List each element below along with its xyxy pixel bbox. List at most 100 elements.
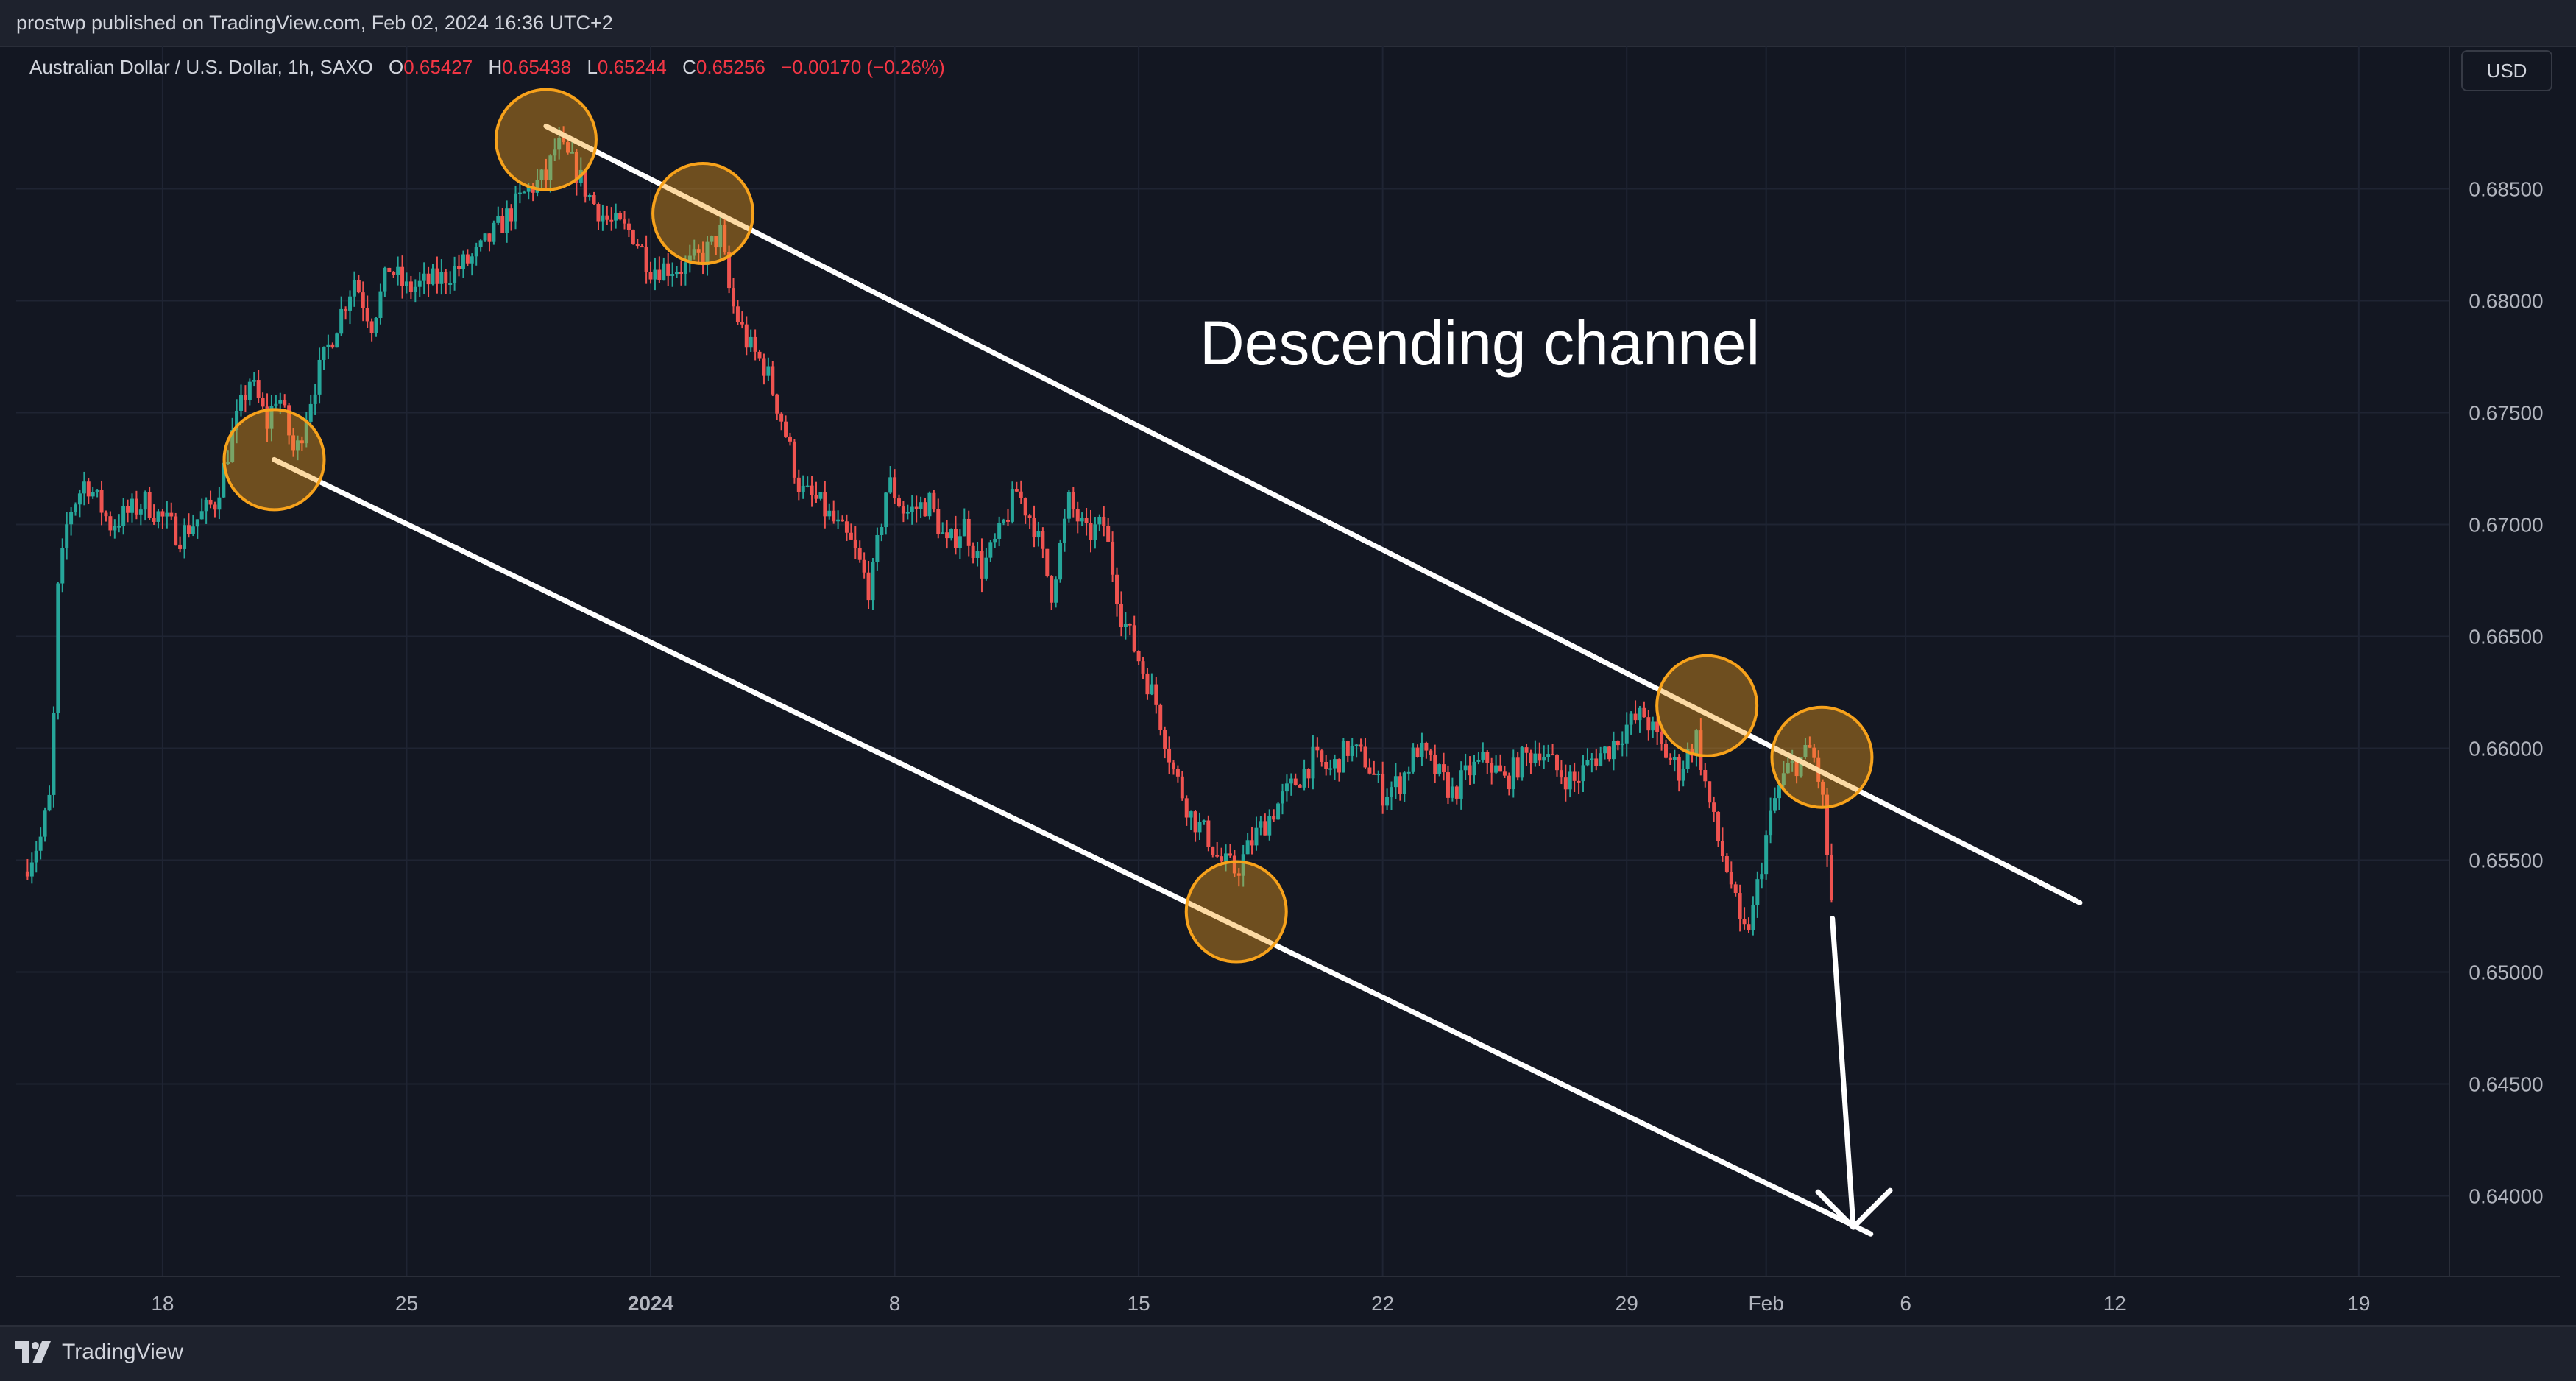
candle-body — [888, 477, 893, 493]
candle-body — [121, 506, 126, 526]
candle-body — [29, 862, 34, 877]
candle-body — [95, 490, 99, 492]
candle-body — [383, 267, 387, 292]
candle-body — [1311, 746, 1315, 779]
candle-body — [517, 192, 522, 194]
candle-body — [1720, 840, 1724, 856]
candle-body — [25, 871, 29, 877]
candle-body — [1293, 778, 1298, 785]
candle-body — [1211, 847, 1215, 855]
candle-body — [522, 191, 526, 194]
candle-body — [1764, 835, 1769, 875]
annotation-text[interactable]: Descending channel — [1200, 308, 1761, 378]
candle-body — [1341, 741, 1345, 773]
touch-point-marker[interactable] — [1770, 705, 1874, 809]
candle-body — [457, 266, 461, 269]
touch-point-marker[interactable] — [494, 88, 598, 191]
candle-body — [1738, 893, 1742, 919]
candle-body — [295, 440, 300, 451]
candle-body — [1302, 769, 1306, 788]
candle-body — [1398, 776, 1402, 794]
candle-body — [919, 502, 923, 509]
candle-body — [1712, 802, 1716, 812]
candle-body — [1367, 767, 1372, 774]
candle-body — [1363, 746, 1367, 768]
candle-body — [1306, 769, 1311, 779]
arrow-shaft[interactable] — [1830, 916, 1856, 1230]
candle-body — [1546, 754, 1551, 757]
candle-body — [222, 462, 226, 498]
candle-body — [927, 492, 932, 517]
candle-body — [500, 216, 505, 233]
candle-body — [1585, 760, 1590, 766]
candle-body — [413, 286, 417, 293]
x-tick-label: 6 — [1900, 1292, 1911, 1315]
candle-body — [160, 511, 165, 517]
candle-body — [792, 441, 796, 478]
candle-body — [1158, 704, 1163, 730]
candle-body — [836, 519, 841, 522]
close-value: 0.65256 — [696, 56, 765, 78]
candle-body — [326, 344, 330, 347]
candle-body — [1747, 924, 1751, 930]
candle-body — [1415, 747, 1420, 757]
candle-body — [644, 247, 648, 272]
currency-button[interactable]: USD — [2461, 50, 2552, 91]
top-bar: prostwp published on TradingView.com, Fe… — [0, 0, 2576, 47]
x-tick-label: 19 — [2347, 1292, 2370, 1315]
candle-body — [666, 263, 670, 276]
candle-body — [1429, 750, 1433, 755]
candle-body — [1359, 744, 1363, 747]
candle-body — [1812, 747, 1816, 758]
candle-body — [191, 526, 195, 534]
x-tick-label: 18 — [151, 1292, 174, 1315]
candle-body — [862, 559, 866, 573]
candle-body — [1119, 604, 1123, 627]
drawings[interactable] — [222, 88, 2083, 1237]
candle-body — [352, 280, 356, 297]
candle-body — [1708, 781, 1712, 803]
price-chart[interactable]: 0.68500 0.68000 0.67500 0.67000 0.66500 0.660… — [0, 46, 2576, 1325]
arrow-head[interactable] — [1815, 1187, 1893, 1230]
candle-body — [1071, 492, 1075, 509]
candle-body — [626, 223, 631, 231]
x-tick-label: 29 — [1616, 1292, 1638, 1315]
touch-point-marker[interactable] — [651, 162, 755, 265]
candle-body — [147, 492, 152, 518]
candle-body — [126, 506, 130, 513]
candle-body — [1337, 759, 1341, 773]
candle-body — [322, 347, 326, 360]
touch-point-marker[interactable] — [222, 408, 326, 512]
candle-body — [1102, 516, 1106, 526]
candle-body — [1511, 757, 1515, 790]
candle-body — [392, 272, 396, 275]
candle-body — [43, 810, 47, 837]
touch-point-marker[interactable] — [1655, 654, 1759, 757]
candle-body — [1150, 684, 1154, 695]
candle-body — [408, 281, 413, 293]
candle-body — [623, 219, 626, 224]
candle-body — [553, 149, 557, 156]
brand-name: TradingView — [62, 1340, 184, 1364]
candle-body — [993, 538, 997, 543]
candle-body — [1442, 764, 1446, 773]
candle-body — [701, 252, 705, 266]
candle-body — [1171, 762, 1175, 769]
candle-body — [278, 400, 283, 404]
channel-upper-line[interactable] — [543, 123, 2083, 905]
candle-body — [648, 272, 653, 280]
candle-body — [183, 525, 187, 549]
candle-body — [1699, 730, 1703, 770]
candle-body — [69, 512, 74, 525]
touch-point-marker[interactable] — [1184, 860, 1288, 964]
candle-body — [1284, 783, 1289, 792]
candle-body — [784, 421, 788, 437]
candle-body — [605, 215, 609, 220]
tradingview-brand[interactable]: TradingView — [15, 1340, 183, 1365]
candle-body — [387, 267, 392, 272]
channel-lower-line[interactable] — [271, 456, 1874, 1237]
candle-body — [1638, 707, 1642, 721]
candle-body — [1646, 717, 1651, 731]
candle-body — [1668, 757, 1672, 760]
